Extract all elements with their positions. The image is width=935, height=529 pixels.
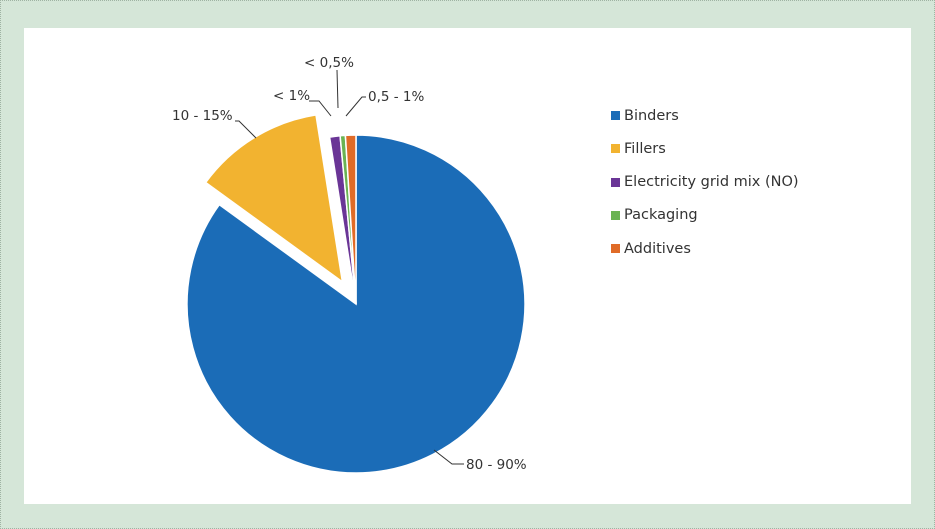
pie-slice-fillers	[204, 114, 344, 284]
legend-item-packaging: Packaging	[611, 199, 799, 232]
leader-line-packaging	[336, 69, 339, 109]
legend-label: Fillers	[624, 140, 666, 157]
legend-label: Additives	[624, 240, 691, 257]
legend-swatch	[611, 177, 620, 187]
data-label-binders: 80 - 90%	[466, 457, 527, 473]
data-label-packaging: < 0,5%	[304, 55, 354, 71]
data-label-fillers: 10 - 15%	[172, 108, 233, 124]
legend-label: Binders	[624, 107, 679, 124]
data-label-additives: 0,5 - 1%	[368, 89, 425, 105]
legend-swatch	[611, 244, 620, 254]
leader-line-electricity-grid-mix-no	[309, 100, 332, 117]
legend: Binders Fillers Electricity grid mix (NO) P…	[611, 99, 799, 265]
pie-slice-binders	[186, 134, 526, 474]
legend-item-electricity-grid-mix-no: Electricity grid mix (NO)	[611, 166, 799, 199]
pie-chart: 80 - 90% 10 - 15% < 1% < 0,5% 0,5 - 1%	[172, 55, 527, 474]
chart-panel: 80 - 90% 10 - 15% < 1% < 0,5% 0,5 - 1% Binde…	[24, 28, 911, 504]
leader-line-additives	[345, 96, 366, 117]
legend-item-fillers: Fillers	[611, 132, 799, 165]
legend-label: Packaging	[624, 207, 698, 224]
legend-item-binders: Binders	[611, 99, 799, 132]
legend-swatch	[611, 210, 620, 220]
legend-swatch	[611, 111, 620, 121]
leader-line-binders	[433, 449, 464, 465]
pie-slices	[186, 114, 526, 474]
legend-item-additives: Additives	[611, 232, 799, 265]
pie-slice-additives	[344, 134, 357, 305]
legend-label: Electricity grid mix (NO)	[624, 174, 799, 191]
leader-line-fillers	[235, 120, 257, 139]
legend-swatch	[611, 144, 620, 154]
data-labels: 80 - 90% 10 - 15% < 1% < 0,5% 0,5 - 1%	[172, 55, 527, 473]
data-label-electricity-grid-mix-no: < 1%	[273, 88, 310, 104]
